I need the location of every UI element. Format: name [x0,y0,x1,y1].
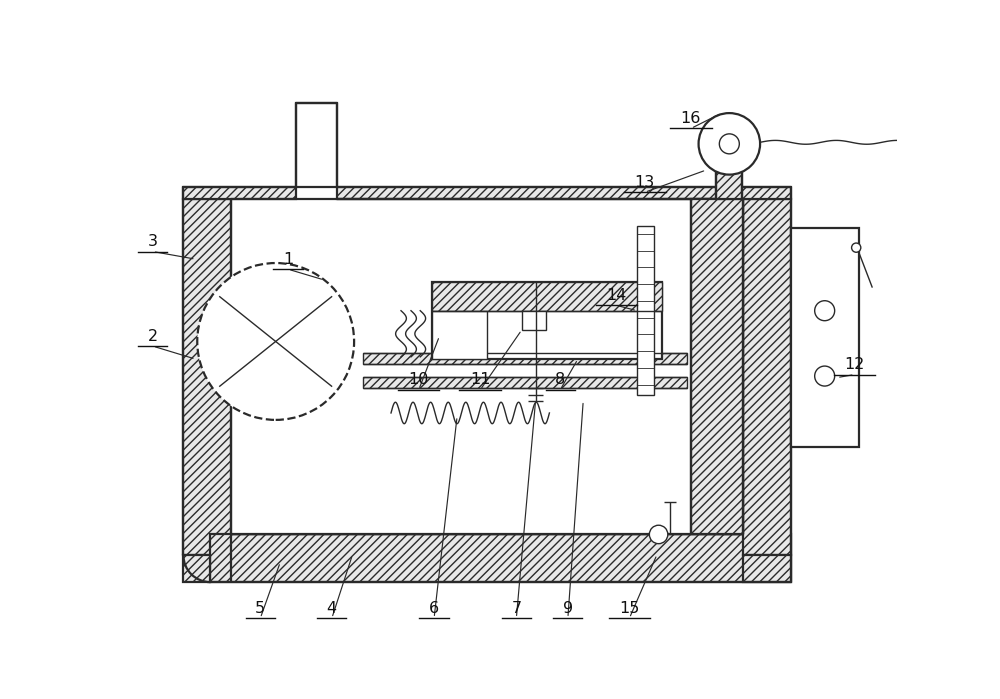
Circle shape [649,525,668,544]
Bar [210,535,791,582]
Circle shape [815,366,835,386]
Text: 13: 13 [635,175,655,190]
Text: 15: 15 [619,600,640,616]
Text: 12: 12 [844,357,865,372]
Bar [637,226,654,395]
Text: 8: 8 [555,373,565,387]
Bar [183,187,296,199]
Bar [432,282,662,359]
Bar [791,228,859,447]
Text: 2: 2 [148,329,158,344]
Text: 5: 5 [255,600,265,616]
Text: 10: 10 [409,373,429,387]
Text: 1: 1 [283,252,293,267]
Bar [691,199,743,535]
Text: 14: 14 [606,288,626,303]
Bar [363,353,687,363]
Circle shape [197,263,354,420]
Circle shape [815,301,835,321]
Bar [743,555,791,582]
Circle shape [852,243,861,252]
Text: 9: 9 [563,600,573,616]
Bar [183,555,210,582]
Text: 16: 16 [681,111,701,126]
Bar [183,199,231,555]
Bar [716,170,742,199]
Text: 11: 11 [470,373,490,387]
Bar [522,312,546,330]
Text: 6: 6 [429,600,439,616]
Text: 4: 4 [327,600,337,616]
Text: 3: 3 [148,234,158,249]
Bar [337,187,791,199]
Bar [432,282,662,312]
Bar [743,199,791,555]
Bar [296,103,337,187]
Circle shape [699,113,760,175]
Bar [432,312,487,359]
Bar [363,377,687,387]
Text: 7: 7 [511,600,521,616]
Circle shape [719,134,739,154]
